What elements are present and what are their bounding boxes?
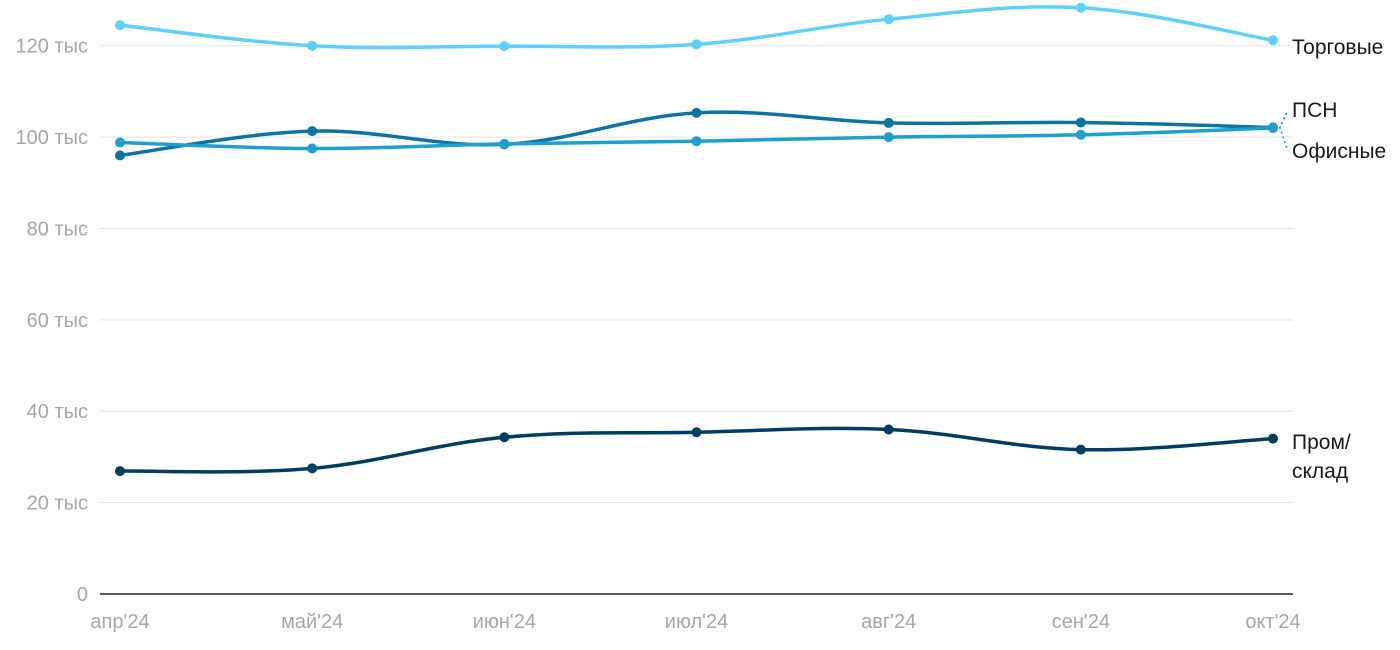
data-point (499, 41, 510, 52)
data-point (1075, 2, 1086, 13)
y-axis-tick-labels: 0 20 тыс 40 тыс 60 тыс 80 тыс 100 тыс 120 тыс (16, 36, 88, 606)
data-point (307, 40, 318, 51)
data-point (115, 466, 125, 477)
series-2 (115, 122, 1278, 154)
y-tick-label: 80 тыс (27, 218, 88, 240)
x-axis-tick-labels: апр'24 май'24 июн'24 июл'24 авг'24 сен'24 окт'… (90, 611, 1300, 633)
data-point (115, 150, 125, 161)
data-point (115, 137, 125, 148)
data-point (883, 424, 894, 435)
x-tick-label: сен'24 (1052, 611, 1110, 633)
y-tick-label: 100 тыс (16, 127, 88, 149)
y-tick-label: 60 тыс (27, 310, 88, 332)
x-tick-label: окт'24 (1245, 611, 1300, 633)
data-point (1268, 433, 1278, 444)
x-tick-label: июл'24 (665, 611, 728, 633)
series-label: Торговые (1292, 36, 1383, 59)
data-point (1075, 117, 1086, 128)
data-point (1268, 35, 1278, 46)
data-point (499, 432, 510, 443)
data-point (307, 143, 318, 154)
y-tick-label: 20 тыс (27, 493, 88, 515)
series-label-layer: Торговые ПСН Офисные Пром/склад (1279, 36, 1386, 483)
x-tick-label: июн'24 (473, 611, 536, 633)
data-point (1075, 129, 1086, 140)
data-point (499, 138, 510, 149)
data-point (883, 117, 894, 128)
data-point (691, 107, 702, 118)
data-point (691, 136, 702, 147)
data-point (883, 14, 894, 25)
data-point (883, 132, 894, 143)
series-label: Пром/ (1292, 431, 1351, 454)
series-label: ПСН (1292, 99, 1337, 122)
data-point (691, 427, 702, 438)
x-tick-label: май'24 (281, 611, 343, 633)
x-tick-label: апр'24 (90, 611, 149, 633)
series-label: склад (1292, 460, 1348, 483)
series-0 (115, 2, 1278, 52)
label-connector (1279, 109, 1289, 129)
label-connector (1279, 127, 1289, 152)
data-point (307, 126, 318, 137)
data-point (1075, 444, 1086, 455)
y-tick-label: 40 тыс (27, 401, 88, 423)
y-tick-label: 0 (77, 584, 88, 606)
series-3 (115, 424, 1278, 477)
x-tick-label: авг'24 (861, 611, 916, 633)
series-label: Офисные (1292, 140, 1386, 163)
data-point (307, 463, 318, 474)
grid-layer (100, 45, 1293, 595)
series-layer (115, 2, 1278, 477)
data-point (1268, 122, 1278, 133)
data-point (115, 20, 125, 31)
y-tick-label: 120 тыс (16, 36, 88, 58)
data-point (691, 39, 702, 50)
